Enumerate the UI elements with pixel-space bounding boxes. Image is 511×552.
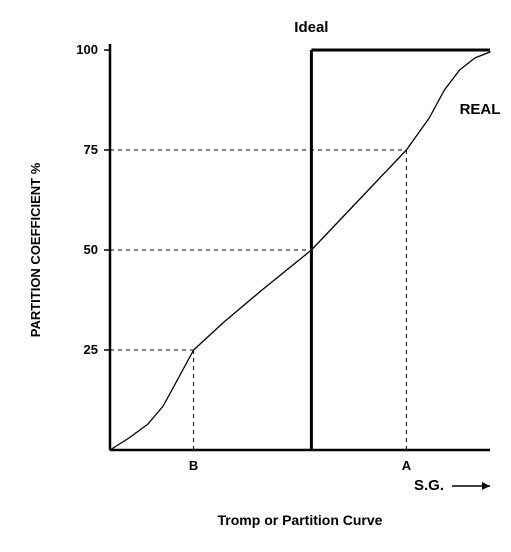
ytick-label-75: 75 xyxy=(84,142,98,157)
sg-label: S.G. xyxy=(414,477,444,494)
y-axis-title: PARTITION COEFFICIENT % xyxy=(28,162,43,337)
chart-svg: 25 50 75 100 PARTITION COEFFICIENT % B AS.G. Id… xyxy=(0,0,511,552)
ytick-label-100: 100 xyxy=(76,42,98,57)
chart-background xyxy=(0,0,511,552)
x-label-B: B xyxy=(189,458,198,473)
partition-curve-chart: 25 50 75 100 PARTITION COEFFICIENT % B AS.G. Id… xyxy=(0,0,511,552)
x-label-A: A xyxy=(402,458,412,473)
real-label: REAL xyxy=(460,101,501,118)
chart-caption: Tromp or Partition Curve xyxy=(218,512,383,528)
ideal-label: Ideal xyxy=(294,19,328,36)
ytick-label-50: 50 xyxy=(84,242,98,257)
ytick-label-25: 25 xyxy=(84,342,98,357)
